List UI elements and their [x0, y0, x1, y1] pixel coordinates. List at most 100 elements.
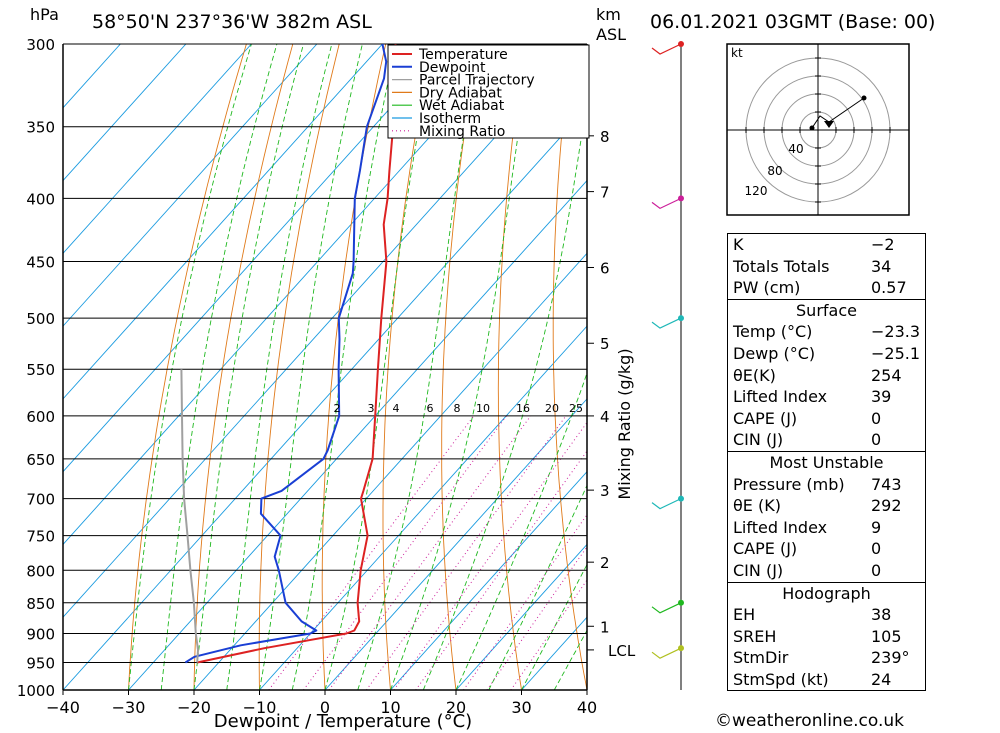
wind-barb: [651, 647, 682, 659]
wet-adiabat-line: [193, 44, 304, 690]
mu-value: 0: [871, 539, 882, 559]
storm-motion-marker: [824, 121, 834, 128]
dry-adiabat-line: [382, 44, 433, 690]
hodo-label: SREH: [733, 626, 777, 646]
mixing-ratio-line: [365, 415, 567, 690]
mu-label: CAPE (J): [733, 539, 798, 559]
mixing-ratio-label: 6: [427, 402, 434, 415]
isotherm-line: [455, 543, 587, 690]
legend-label: Wet Adiabat: [419, 98, 505, 114]
legend-label: Temperature: [418, 47, 508, 63]
isotherm-line: [63, 44, 449, 473]
hodo-label: StmDir: [733, 648, 789, 668]
hodograph-indices-box: Hodograph EH 38 SREH 105 StmDir 239° StmSpd (k…: [727, 582, 926, 692]
wet-adiabat-line: [128, 44, 252, 690]
isotherm-line: [63, 44, 383, 400]
mixing-ratio-line: [415, 450, 587, 690]
dry-adiabat-line: [128, 44, 247, 690]
mixing-ratio-line: [393, 421, 587, 690]
km-unit-label: km: [596, 5, 621, 24]
series-dewpoint: [184, 44, 388, 664]
mu-label: θE (K): [733, 496, 781, 516]
surface-row: CAPE (J) 0: [728, 408, 925, 430]
stability-indices-panel: K −2 Totals Totals 34 PW (cm) 0.57 Surface Te…: [727, 233, 926, 692]
wet-adiabat-line: [226, 44, 333, 690]
km-tick-label: 5: [600, 335, 610, 353]
surface-label: Temp (°C): [733, 322, 813, 342]
km-tick-label: 3: [600, 482, 610, 500]
top-row: PW (cm) 0.57: [728, 277, 925, 299]
surface-value: 254: [871, 365, 902, 385]
hodo-row: SREH 105: [728, 626, 925, 648]
hodograph-ring-label: 120: [745, 184, 768, 198]
legend-box: [387, 44, 590, 139]
mu-row: Pressure (mb) 743: [728, 474, 925, 496]
datetime-title: 06.01.2021 03GMT (Base: 00): [650, 11, 935, 33]
hodo-label: StmSpd (kt): [733, 669, 829, 689]
mixing-ratio-label: 10: [476, 402, 490, 415]
legend-label: Dry Adiabat: [419, 85, 502, 101]
surface-label: Dewp (°C): [733, 343, 816, 363]
isotherm-line: [63, 44, 580, 618]
km-tick-label: 4: [600, 408, 610, 426]
surface-row: θE(K) 254: [728, 365, 925, 387]
pressure-tick-label: 650: [26, 451, 55, 469]
surface-label: Lifted Index: [733, 387, 828, 407]
x-tick-label: 10: [380, 698, 400, 717]
wet-adiabat-line: [291, 44, 397, 690]
isotherm-line: [63, 44, 121, 109]
x-tick-label: −10: [243, 698, 277, 717]
isotherm-line: [324, 398, 587, 690]
surface-row: Dewp (°C) −25.1: [728, 343, 925, 365]
pressure-tick-label: 450: [26, 254, 55, 272]
mixing-ratio-label: 8: [454, 402, 461, 415]
mixing-ratio-label: 25: [569, 402, 583, 415]
indices-top-box: K −2 Totals Totals 34 PW (cm) 0.57: [727, 233, 926, 300]
isotherm-line: [63, 107, 587, 690]
wet-adiabat-line: [324, 44, 436, 690]
km-tick-label: 1: [600, 618, 610, 636]
mu-value: 9: [871, 517, 882, 537]
series-temperature: [196, 44, 399, 664]
dry-adiabat-line: [552, 44, 587, 690]
pressure-tick-label: 850: [26, 595, 55, 613]
asl-unit-label: ASL: [596, 25, 626, 44]
dry-adiabat-line: [658, 44, 718, 690]
hodo-value: 239°: [871, 648, 910, 668]
isotherm-line: [63, 44, 252, 255]
isotherm-line: [259, 325, 587, 690]
wet-adiabat-line: [488, 484, 587, 690]
pressure-tick-label: 750: [26, 528, 55, 546]
mu-value: 743: [871, 474, 902, 494]
isotherm-line: [63, 44, 187, 182]
surface-box: Surface Temp (°C) −23.3 Dewp (°C) −25.1 θE(K…: [727, 299, 926, 452]
surface-title: Surface: [796, 300, 857, 320]
legend-label: Mixing Ratio: [419, 124, 505, 140]
x-tick-label: 20: [446, 698, 466, 717]
hodograph-point: [861, 95, 867, 101]
isotherm-line: [128, 179, 587, 690]
dry-adiabat-line: [497, 44, 526, 690]
x-tick-label: −40: [46, 698, 80, 717]
wind-barb: [651, 197, 682, 210]
mu-label: Pressure (mb): [733, 474, 845, 494]
pressure-tick-label: 550: [26, 361, 55, 379]
x-tick-label: 40: [577, 698, 597, 717]
mu-row: CAPE (J) 0: [728, 538, 925, 560]
wind-barb: [651, 317, 682, 329]
pressure-tick-label: 350: [26, 119, 55, 137]
surface-label: CIN (J): [733, 430, 784, 450]
copyright-text: ©weatheronline.co.uk: [715, 711, 905, 731]
pressure-tick-label: 950: [26, 654, 55, 672]
top-row: Totals Totals 34: [728, 256, 925, 278]
wet-adiabat-line: [455, 371, 587, 690]
hodo-row: EH 38: [728, 604, 925, 626]
mu-row: Lifted Index 9: [728, 517, 925, 539]
mu-value: 0: [871, 560, 882, 580]
surface-value: −23.3: [871, 322, 921, 342]
hodo-value: 105: [871, 626, 902, 646]
hodograph-point: [809, 125, 815, 131]
pressure-tick-label: 300: [26, 36, 55, 54]
legend-label: Parcel Trajectory: [419, 73, 535, 89]
